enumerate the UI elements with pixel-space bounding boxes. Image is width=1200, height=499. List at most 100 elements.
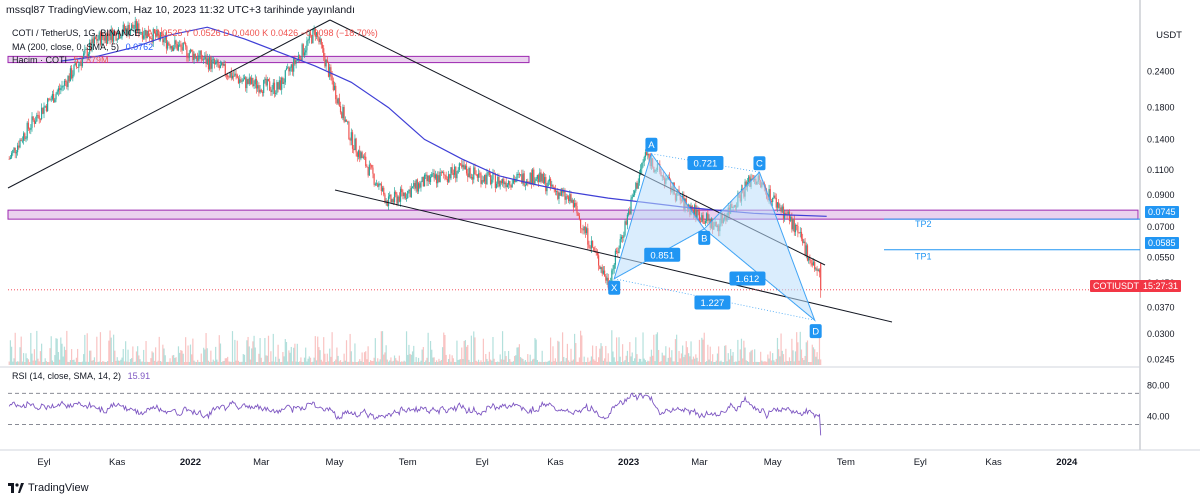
candle-body xyxy=(491,179,493,185)
candle-body xyxy=(347,121,349,123)
candle-body xyxy=(409,189,411,198)
candle-body xyxy=(350,132,352,141)
candle-body xyxy=(625,221,627,225)
candle-body xyxy=(451,167,453,174)
candle-body xyxy=(410,187,412,198)
time-tick-label: May xyxy=(764,457,782,468)
volume-bar xyxy=(110,337,112,365)
rsi-legend[interactable]: RSI (14, close, SMA, 14, 2) 15.91 xyxy=(12,371,150,381)
candle-body xyxy=(578,215,581,220)
volume-bar xyxy=(181,350,183,365)
ma-legend[interactable]: MA (200, close, 0, SMA, 5) 0.0762 xyxy=(12,42,153,52)
volume-bar xyxy=(96,336,98,365)
candle-body xyxy=(607,277,609,288)
volume-bar xyxy=(137,346,139,365)
volume-bar xyxy=(512,361,514,365)
volume-bar xyxy=(56,338,58,365)
candle-body xyxy=(375,183,378,185)
volume-bar xyxy=(728,359,731,365)
candle-body xyxy=(420,181,422,188)
volume-bar xyxy=(401,361,403,365)
volume-bar xyxy=(324,353,326,365)
candle-body xyxy=(98,32,100,40)
candle-body xyxy=(149,36,151,39)
price-tick-label: 0.2400 xyxy=(1147,66,1175,76)
volume-bar xyxy=(648,361,650,365)
price-tick-label: 0.0550 xyxy=(1147,253,1175,263)
volume-bar xyxy=(740,338,743,365)
candle-body xyxy=(580,219,582,229)
candle-body xyxy=(509,180,511,186)
candle-body xyxy=(290,64,292,68)
candle-body xyxy=(192,51,194,61)
volume-bar xyxy=(503,359,505,365)
volume-bar xyxy=(66,330,68,365)
candle-body xyxy=(91,38,93,51)
candle-body xyxy=(260,89,262,92)
volume-bar xyxy=(25,353,27,365)
volume-bar xyxy=(235,360,237,365)
volume-bar xyxy=(236,340,238,365)
candle-body xyxy=(150,38,152,40)
volume-bar xyxy=(73,359,75,365)
volume-bar xyxy=(417,357,420,365)
candle-body xyxy=(461,164,463,168)
candle-body xyxy=(303,52,306,56)
candle-body xyxy=(272,82,274,90)
candle-body xyxy=(135,20,138,32)
volume-bar xyxy=(11,346,13,365)
volume-bar xyxy=(616,337,618,365)
volume-bar xyxy=(527,354,529,365)
candle-body xyxy=(181,47,183,51)
demand-zone xyxy=(7,209,1139,220)
volume-bar xyxy=(533,358,535,365)
volume-bar xyxy=(363,352,366,365)
volume-bar xyxy=(265,355,267,365)
candle-body xyxy=(373,173,375,185)
volume-bar xyxy=(664,355,666,365)
candle-body xyxy=(601,267,603,274)
volume-bar xyxy=(222,361,224,365)
volume-bar xyxy=(641,361,643,365)
volume-bar xyxy=(537,361,540,365)
volume-bar xyxy=(791,338,793,365)
volume-bar xyxy=(767,354,769,365)
pattern-ratio-label-bg xyxy=(729,271,766,286)
volume-bar xyxy=(13,358,15,365)
candle-body xyxy=(235,73,237,75)
volume-bars xyxy=(8,330,822,365)
volume-bar xyxy=(377,358,379,365)
candle-body xyxy=(90,42,92,51)
candle-body xyxy=(265,78,267,86)
candle-body xyxy=(251,77,253,84)
volume-bar xyxy=(273,361,276,365)
volume-bar xyxy=(745,360,747,365)
drawings xyxy=(7,19,1140,323)
volume-bar xyxy=(778,349,780,365)
volume-bar xyxy=(344,360,346,365)
volume-bar xyxy=(712,354,714,365)
volume-bar xyxy=(259,338,261,365)
volume-bar xyxy=(608,361,611,365)
volume-bar xyxy=(37,358,39,365)
volume-bar xyxy=(126,361,128,365)
volume-bar xyxy=(413,345,415,365)
volume-bar xyxy=(559,361,561,365)
volume-bar xyxy=(679,358,681,365)
candle-body xyxy=(78,64,80,68)
volume-bar xyxy=(630,356,632,365)
candle-body xyxy=(611,270,613,283)
candle-body xyxy=(315,32,318,37)
candle-body xyxy=(261,91,264,94)
volume-legend[interactable]: Hacim · COTI 57.379M xyxy=(12,55,109,65)
tradingview-footer[interactable]: TradingView xyxy=(8,482,89,494)
volume-bar xyxy=(475,360,477,365)
candle-body xyxy=(536,174,538,179)
volume-bar xyxy=(782,354,785,365)
symbol-legend[interactable]: COTI / TetherUS, 1G, BINANCE A 0.0525 Y … xyxy=(12,28,378,38)
candle-body xyxy=(638,174,641,183)
tradingview-brand: TradingView xyxy=(28,482,89,494)
candle-body xyxy=(469,168,471,178)
candle-body xyxy=(335,85,337,100)
